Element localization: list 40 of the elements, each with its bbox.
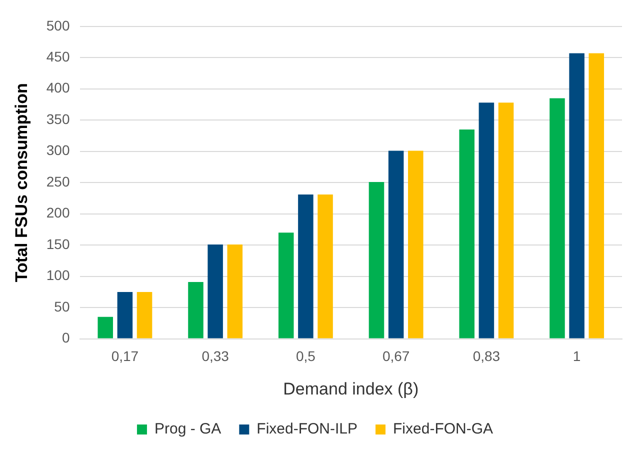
x-axis-title: Demand index (β) [283,379,419,398]
bar [368,182,384,338]
legend-label: Prog - GA [154,420,222,438]
bar [278,232,294,338]
x-tick-label: 0,83 [472,348,500,364]
bar [227,244,243,338]
y-tick-label: 150 [46,236,70,252]
x-tick-label: 0,17 [111,348,139,364]
x-tick-label: 0,33 [202,348,230,364]
x-tick-label: 0,67 [382,348,410,364]
legend-label: Fixed-FON-ILP [256,420,358,438]
y-tick-label: 400 [46,80,70,96]
y-tick-label: 350 [46,110,70,127]
y-tick-label: 200 [46,204,70,221]
x-tick-label: 1 [572,348,581,364]
bar [298,194,314,338]
bar [136,292,152,338]
legend-label: Fixed-FON-GA [393,420,494,438]
y-axis-title: Total FSUs consumption [12,83,31,282]
y-tick-label: 250 [46,173,70,190]
bar [318,194,333,338]
bar [569,53,584,338]
bar [388,150,404,338]
bar [188,282,204,338]
bar [588,53,604,338]
y-tick-label: 500 [46,17,70,34]
bar [498,102,514,338]
bar [550,98,565,338]
y-tick-label: 450 [46,48,70,64]
y-tick-label: 100 [46,267,70,284]
y-tick-label: 50 [54,298,70,314]
x-tick-label: 0,5 [296,348,316,364]
bar [208,244,223,338]
y-tick-label: 0 [62,330,70,346]
bar [117,292,133,338]
bar [459,129,474,338]
bar [98,316,113,338]
bar [478,102,494,338]
y-tick-label: 300 [46,142,70,158]
bar [408,150,424,338]
